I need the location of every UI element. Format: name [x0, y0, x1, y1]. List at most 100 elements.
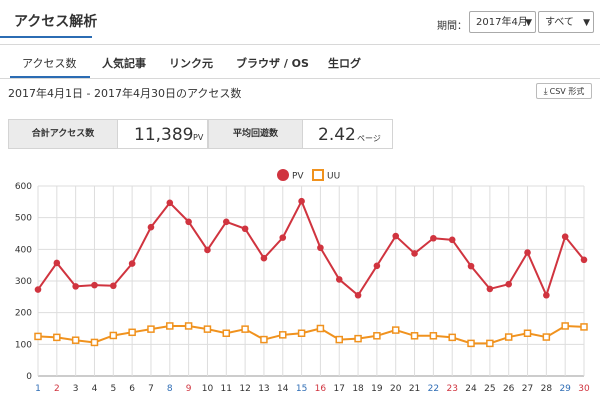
y-tick-label: 0 [26, 372, 32, 382]
filter-select[interactable]: すべて ▼ [538, 11, 594, 33]
pv-data-point [561, 233, 569, 240]
x-tick-label: 25 [484, 384, 495, 394]
uu-data-point [260, 335, 268, 344]
x-tick-label: 3 [73, 384, 79, 394]
x-tick-label: 15 [296, 384, 307, 394]
title-underline [0, 36, 92, 38]
avg-pageviews-label: 平均回遊数 [208, 119, 303, 149]
total-access-value: 11,389 PV [118, 119, 208, 149]
top-bar: アクセス解析 期間： 2017年4月 ▼ すべて ▼ [0, 0, 600, 45]
avg-pageviews-unit: ページ [357, 134, 381, 143]
period-label: 期間： [437, 21, 467, 32]
avg-pageviews-number: 2.42 [318, 125, 356, 145]
uu-data-point [109, 331, 118, 340]
x-tick-label: 18 [352, 384, 364, 394]
y-tick-label: 500 [15, 214, 32, 224]
pv-data-point [373, 262, 381, 270]
pv-data-point [317, 244, 324, 252]
uu-data-point [467, 339, 475, 348]
x-tick-label: 20 [390, 384, 402, 394]
pv-data-point [354, 291, 362, 299]
filter-select-value: すべて [545, 17, 574, 28]
month-select-value: 2017年4月 [476, 17, 528, 28]
y-tick-label: 200 [15, 309, 32, 319]
x-tick-label: 28 [541, 384, 553, 394]
page-title: アクセス解析 [14, 14, 98, 30]
uu-data-point [542, 333, 551, 341]
x-tick-label: 23 [446, 384, 457, 394]
pv-data-point [110, 282, 117, 290]
pv-data-point [91, 281, 98, 289]
x-tick-label: 5 [110, 384, 116, 394]
uu-data-point [316, 324, 325, 333]
uu-data-point [429, 332, 438, 340]
uu-data-point [354, 334, 362, 343]
y-tick-label: 300 [15, 277, 32, 287]
tab-access-count[interactable]: アクセス数 [22, 57, 77, 70]
x-tick-label: 16 [315, 384, 327, 394]
uu-data-point [147, 325, 155, 333]
x-tick-label: 29 [559, 384, 571, 394]
legend-pv-label: PV [292, 172, 304, 182]
download-icon: ⤓ [543, 87, 548, 97]
uu-data-point [279, 331, 287, 339]
tab-raw-log[interactable]: 生ログ [328, 57, 361, 70]
y-tick-label: 400 [15, 245, 32, 255]
x-tick-label: 8 [167, 384, 173, 394]
tab-bar: アクセス数 人気記事 リンク元 ブラウザ / OS 生ログ [0, 46, 600, 79]
tab-browser-os[interactable]: ブラウザ / OS [236, 57, 309, 70]
tab-popular-articles[interactable]: 人気記事 [102, 57, 146, 70]
tab-referrers[interactable]: リンク元 [169, 57, 213, 70]
x-tick-label: 24 [465, 384, 477, 394]
avg-pageviews-value: 2.42 ページ [303, 119, 393, 149]
uu-data-point [335, 335, 343, 344]
x-tick-label: 11 [221, 384, 232, 394]
x-tick-label: 30 [578, 384, 590, 394]
uu-data-point [410, 332, 419, 340]
uu-data-point [486, 339, 494, 348]
uu-data-point [448, 333, 456, 342]
x-tick-label: 6 [129, 384, 135, 394]
pv-data-point [411, 250, 418, 257]
x-tick-label: 14 [277, 384, 289, 394]
pv-data-point [524, 249, 531, 256]
uu-data-point [128, 328, 136, 337]
uu-data-point [391, 326, 400, 334]
pv-data-point [147, 223, 155, 231]
total-access-label: 合計アクセス数 [8, 119, 118, 149]
uu-data-point [580, 323, 588, 331]
pv-data-point [486, 285, 494, 293]
pv-data-point [204, 246, 211, 254]
pv-data-point [448, 236, 456, 244]
legend-uu-marker [312, 169, 324, 181]
x-tick-label: 9 [186, 384, 192, 394]
pv-data-point [467, 262, 475, 270]
active-tab-underline [10, 76, 90, 78]
uu-data-point [34, 332, 42, 341]
x-tick-label: 4 [92, 384, 98, 394]
uu-data-point [373, 332, 381, 340]
uu-data-point [561, 322, 569, 330]
x-tick-label: 17 [334, 384, 345, 394]
uu-data-point [166, 322, 174, 330]
x-tick-label: 2 [54, 384, 60, 394]
csv-export-button[interactable]: ⤓ CSV 形式 [536, 83, 592, 99]
y-tick-label: 600 [15, 182, 32, 192]
pv-data-point [260, 254, 268, 262]
pv-data-point [128, 260, 136, 267]
x-tick-label: 1 [35, 384, 41, 394]
x-tick-label: 27 [522, 384, 533, 394]
pv-data-point [53, 259, 61, 267]
x-tick-label: 19 [371, 384, 383, 394]
uu-data-point [222, 329, 231, 337]
x-tick-label: 13 [258, 384, 269, 394]
uu-data-point [241, 325, 249, 333]
month-select[interactable]: 2017年4月 ▼ [469, 11, 536, 33]
pv-data-point [222, 218, 230, 226]
x-tick-label: 12 [239, 384, 250, 394]
pv-data-point [335, 276, 343, 283]
uu-series-line [37, 324, 585, 345]
x-tick-label: 21 [409, 384, 420, 394]
pv-data-point [392, 232, 400, 240]
